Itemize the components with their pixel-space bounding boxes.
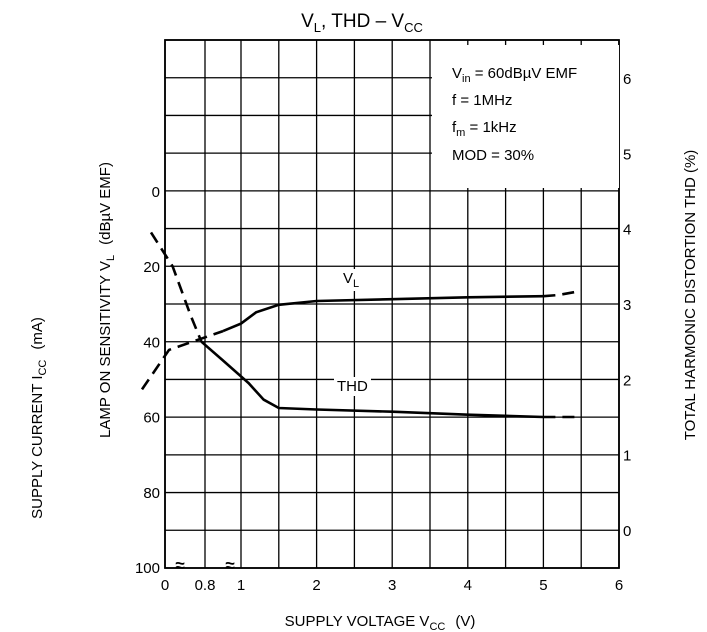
y-right-tick-label: 1 — [623, 448, 631, 465]
series-label-thd-background — [334, 377, 371, 396]
condition-fm: fm = 1kHz — [452, 119, 517, 139]
y-axis-label-supply-current: SUPPLY CURRENT ICC(mA) — [29, 317, 49, 519]
x-tick-label: 5 — [539, 577, 547, 594]
series — [140, 231, 582, 419]
x-tick-label: 0 — [161, 577, 169, 594]
x-axis-break-mark: ≈ — [175, 556, 184, 575]
plot-frame — [164, 39, 620, 569]
y-right-tick-label: 4 — [623, 222, 631, 239]
y-right-tick-label: 3 — [623, 297, 631, 314]
y-right-tick-label: 2 — [623, 372, 631, 389]
y-left-tick-label: 60 — [143, 410, 160, 427]
series-v-line — [222, 294, 544, 333]
x-tick-label: 2 — [312, 577, 320, 594]
x-tick-label: 1 — [237, 577, 245, 594]
chart-title: VL, THD – VCC — [301, 11, 423, 35]
x-tick-label: 4 — [464, 577, 472, 594]
condition-vin: Vin = 60dBµV EMF — [452, 65, 577, 85]
x-axis-label: SUPPLY VOLTAGE VCC (V) — [285, 613, 476, 632]
x-tick-label: 6 — [615, 577, 623, 594]
y-right-tick-label: 6 — [623, 71, 631, 88]
series-thd-dashed-start — [149, 231, 203, 343]
y-left-tick-label: 100 — [135, 560, 160, 577]
y-left-tick-label: 40 — [143, 334, 160, 351]
condition-f: f = 1MHz — [452, 92, 512, 109]
series-label-vl-background — [340, 269, 363, 291]
x-tick-label: 0.8 — [195, 577, 216, 594]
y-axis-label-lamp-sensitivity: LAMP ON SENSITIVITY VL(dBµV EMF) — [97, 162, 117, 438]
y-axis-label-thd: TOTAL HARMONIC DISTORTION THD (%) — [682, 150, 699, 441]
series-thd-line — [200, 340, 544, 419]
y-right-tick-label: 0 — [623, 523, 631, 540]
conditions-box: Vin = 60dBµV EMF f = 1MHz fm = 1kHz MOD … — [432, 45, 619, 188]
y-left-tick-label: 20 — [143, 259, 160, 276]
x-axis-break-mark: ≈ — [225, 556, 234, 575]
series-label-thd: THD — [337, 378, 368, 395]
series-v-dashed-start — [140, 329, 224, 391]
y-right-tick-label: 5 — [623, 146, 631, 163]
series-v-dashed-end — [543, 289, 582, 298]
series-label-vl: VL — [343, 270, 359, 290]
y-left-tick-label: 80 — [143, 485, 160, 502]
condition-mod: MOD = 30% — [452, 147, 534, 164]
y-left-tick-label: 0 — [152, 184, 160, 201]
x-tick-label: 3 — [388, 577, 396, 594]
